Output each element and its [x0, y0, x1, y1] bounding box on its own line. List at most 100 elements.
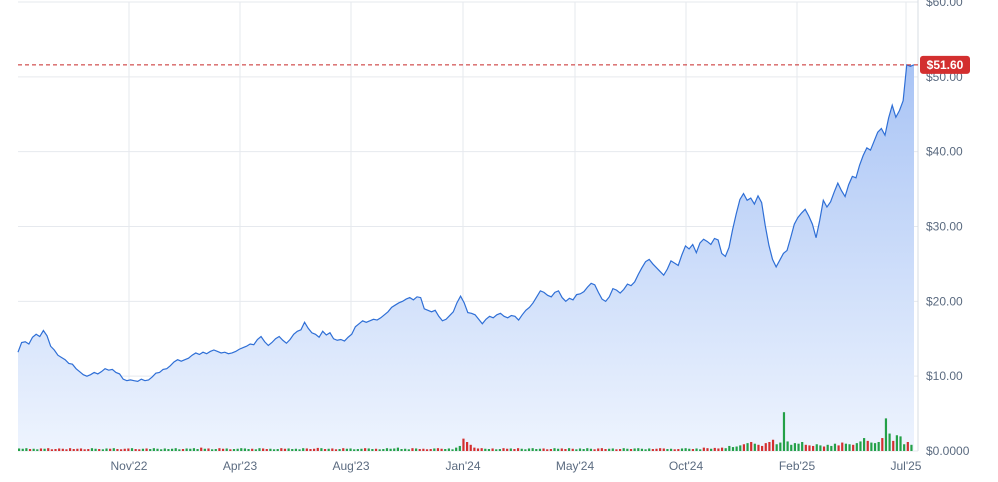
volume-bar: [331, 448, 334, 451]
volume-bar: [688, 448, 691, 451]
volume-bar: [884, 418, 888, 452]
volume-bar: [815, 444, 818, 451]
volume-bar: [444, 449, 447, 451]
volume-bar: [163, 448, 166, 451]
x-tick-label: May'24: [556, 459, 595, 473]
volume-bar: [826, 444, 829, 451]
volume-bar: [334, 449, 338, 451]
volume-bar: [425, 449, 429, 451]
volume-bar: [637, 448, 640, 451]
volume-bar: [553, 448, 556, 451]
volume-bar: [320, 448, 323, 451]
volume-bar: [407, 449, 410, 451]
volume-bar: [801, 442, 804, 451]
volume-bar: [724, 448, 727, 451]
volume-bar: [207, 448, 210, 451]
volume-bar: [629, 449, 633, 451]
volume-bar: [673, 449, 676, 451]
volume-bar: [141, 448, 145, 451]
volume-bar: [866, 440, 869, 452]
volume-bar: [535, 449, 538, 451]
volume-bar: [473, 447, 476, 452]
volume-bar: [309, 449, 312, 451]
volume-bar: [892, 440, 895, 452]
volume-bar: [236, 448, 239, 451]
volume-bar: [404, 448, 407, 451]
volume-bar: [702, 447, 705, 452]
volume-bar: [611, 448, 614, 451]
volume-bar: [797, 443, 800, 451]
volume-bar: [720, 447, 724, 452]
volume-bar: [480, 448, 483, 451]
volume-bar: [382, 449, 385, 451]
volume-bar: [393, 448, 396, 451]
volume-bar: [640, 448, 644, 451]
volume-bar: [447, 448, 450, 451]
volume-bar: [790, 444, 793, 451]
volume-bar: [659, 448, 662, 451]
volume-bar: [76, 448, 79, 451]
current-price-tag: [920, 55, 970, 74]
y-tick-label: $0.0000: [926, 444, 970, 458]
x-tick-label: Jul'25: [891, 459, 922, 473]
volume-bar: [677, 449, 680, 451]
volume-bar: [134, 449, 137, 451]
volume-bar: [374, 448, 378, 451]
volume-bar: [28, 449, 32, 451]
volume-bar: [771, 439, 775, 451]
volume-bar: [305, 448, 308, 451]
volume-bar: [633, 448, 636, 451]
volume-bar: [524, 449, 527, 451]
volume-bar: [181, 449, 185, 451]
volume-bar: [710, 448, 713, 451]
volume-bar: [170, 448, 174, 451]
volume-bar: [396, 447, 399, 452]
volume-bar: [265, 449, 268, 451]
volume-bar: [214, 449, 217, 451]
volume-bar: [360, 448, 363, 451]
volume-bar: [873, 443, 877, 451]
volume-bar: [247, 449, 250, 451]
volume-bar: [105, 448, 108, 451]
volume-bar: [506, 448, 509, 451]
volume-bar: [138, 449, 141, 451]
volume-bar: [378, 449, 381, 451]
volume-bar: [859, 441, 862, 451]
volume-bar: [808, 445, 811, 452]
volume-bar: [47, 448, 50, 451]
volume-bar: [196, 449, 199, 451]
volume-bar: [342, 448, 345, 451]
volume-bar: [415, 448, 418, 451]
volume-bar: [863, 438, 866, 451]
volume-bar: [178, 449, 181, 451]
volume-bar: [903, 444, 906, 451]
volume-bar: [418, 449, 421, 451]
volume-bar: [761, 445, 764, 451]
volume-bar: [221, 448, 225, 451]
volume-bar: [837, 445, 840, 452]
volume-bar: [152, 448, 155, 451]
volume-bar: [833, 443, 837, 451]
volume-bar: [21, 448, 24, 451]
volume-bar: [462, 438, 465, 452]
volume-bar: [648, 448, 651, 451]
volume-bar: [513, 449, 516, 451]
volume-bar: [706, 448, 709, 451]
volume-bar: [495, 449, 498, 451]
volume-bar: [258, 448, 261, 451]
volume-bar: [458, 445, 461, 451]
volume-bar: [560, 448, 563, 451]
volume-bar: [130, 448, 134, 451]
volume-bar: [910, 444, 913, 451]
volume-bar: [779, 442, 782, 451]
volume-bar: [582, 449, 585, 451]
volume-bar: [739, 445, 742, 452]
y-tick-label: $30.00: [926, 220, 963, 234]
volume-bar: [174, 448, 177, 451]
volume-bar: [356, 449, 359, 451]
volume-bar: [243, 448, 247, 451]
y-tick-label: $10.00: [926, 369, 963, 383]
volume-bar: [276, 449, 279, 451]
x-tick-label: Apr'23: [223, 459, 258, 473]
volume-bar: [316, 447, 319, 451]
